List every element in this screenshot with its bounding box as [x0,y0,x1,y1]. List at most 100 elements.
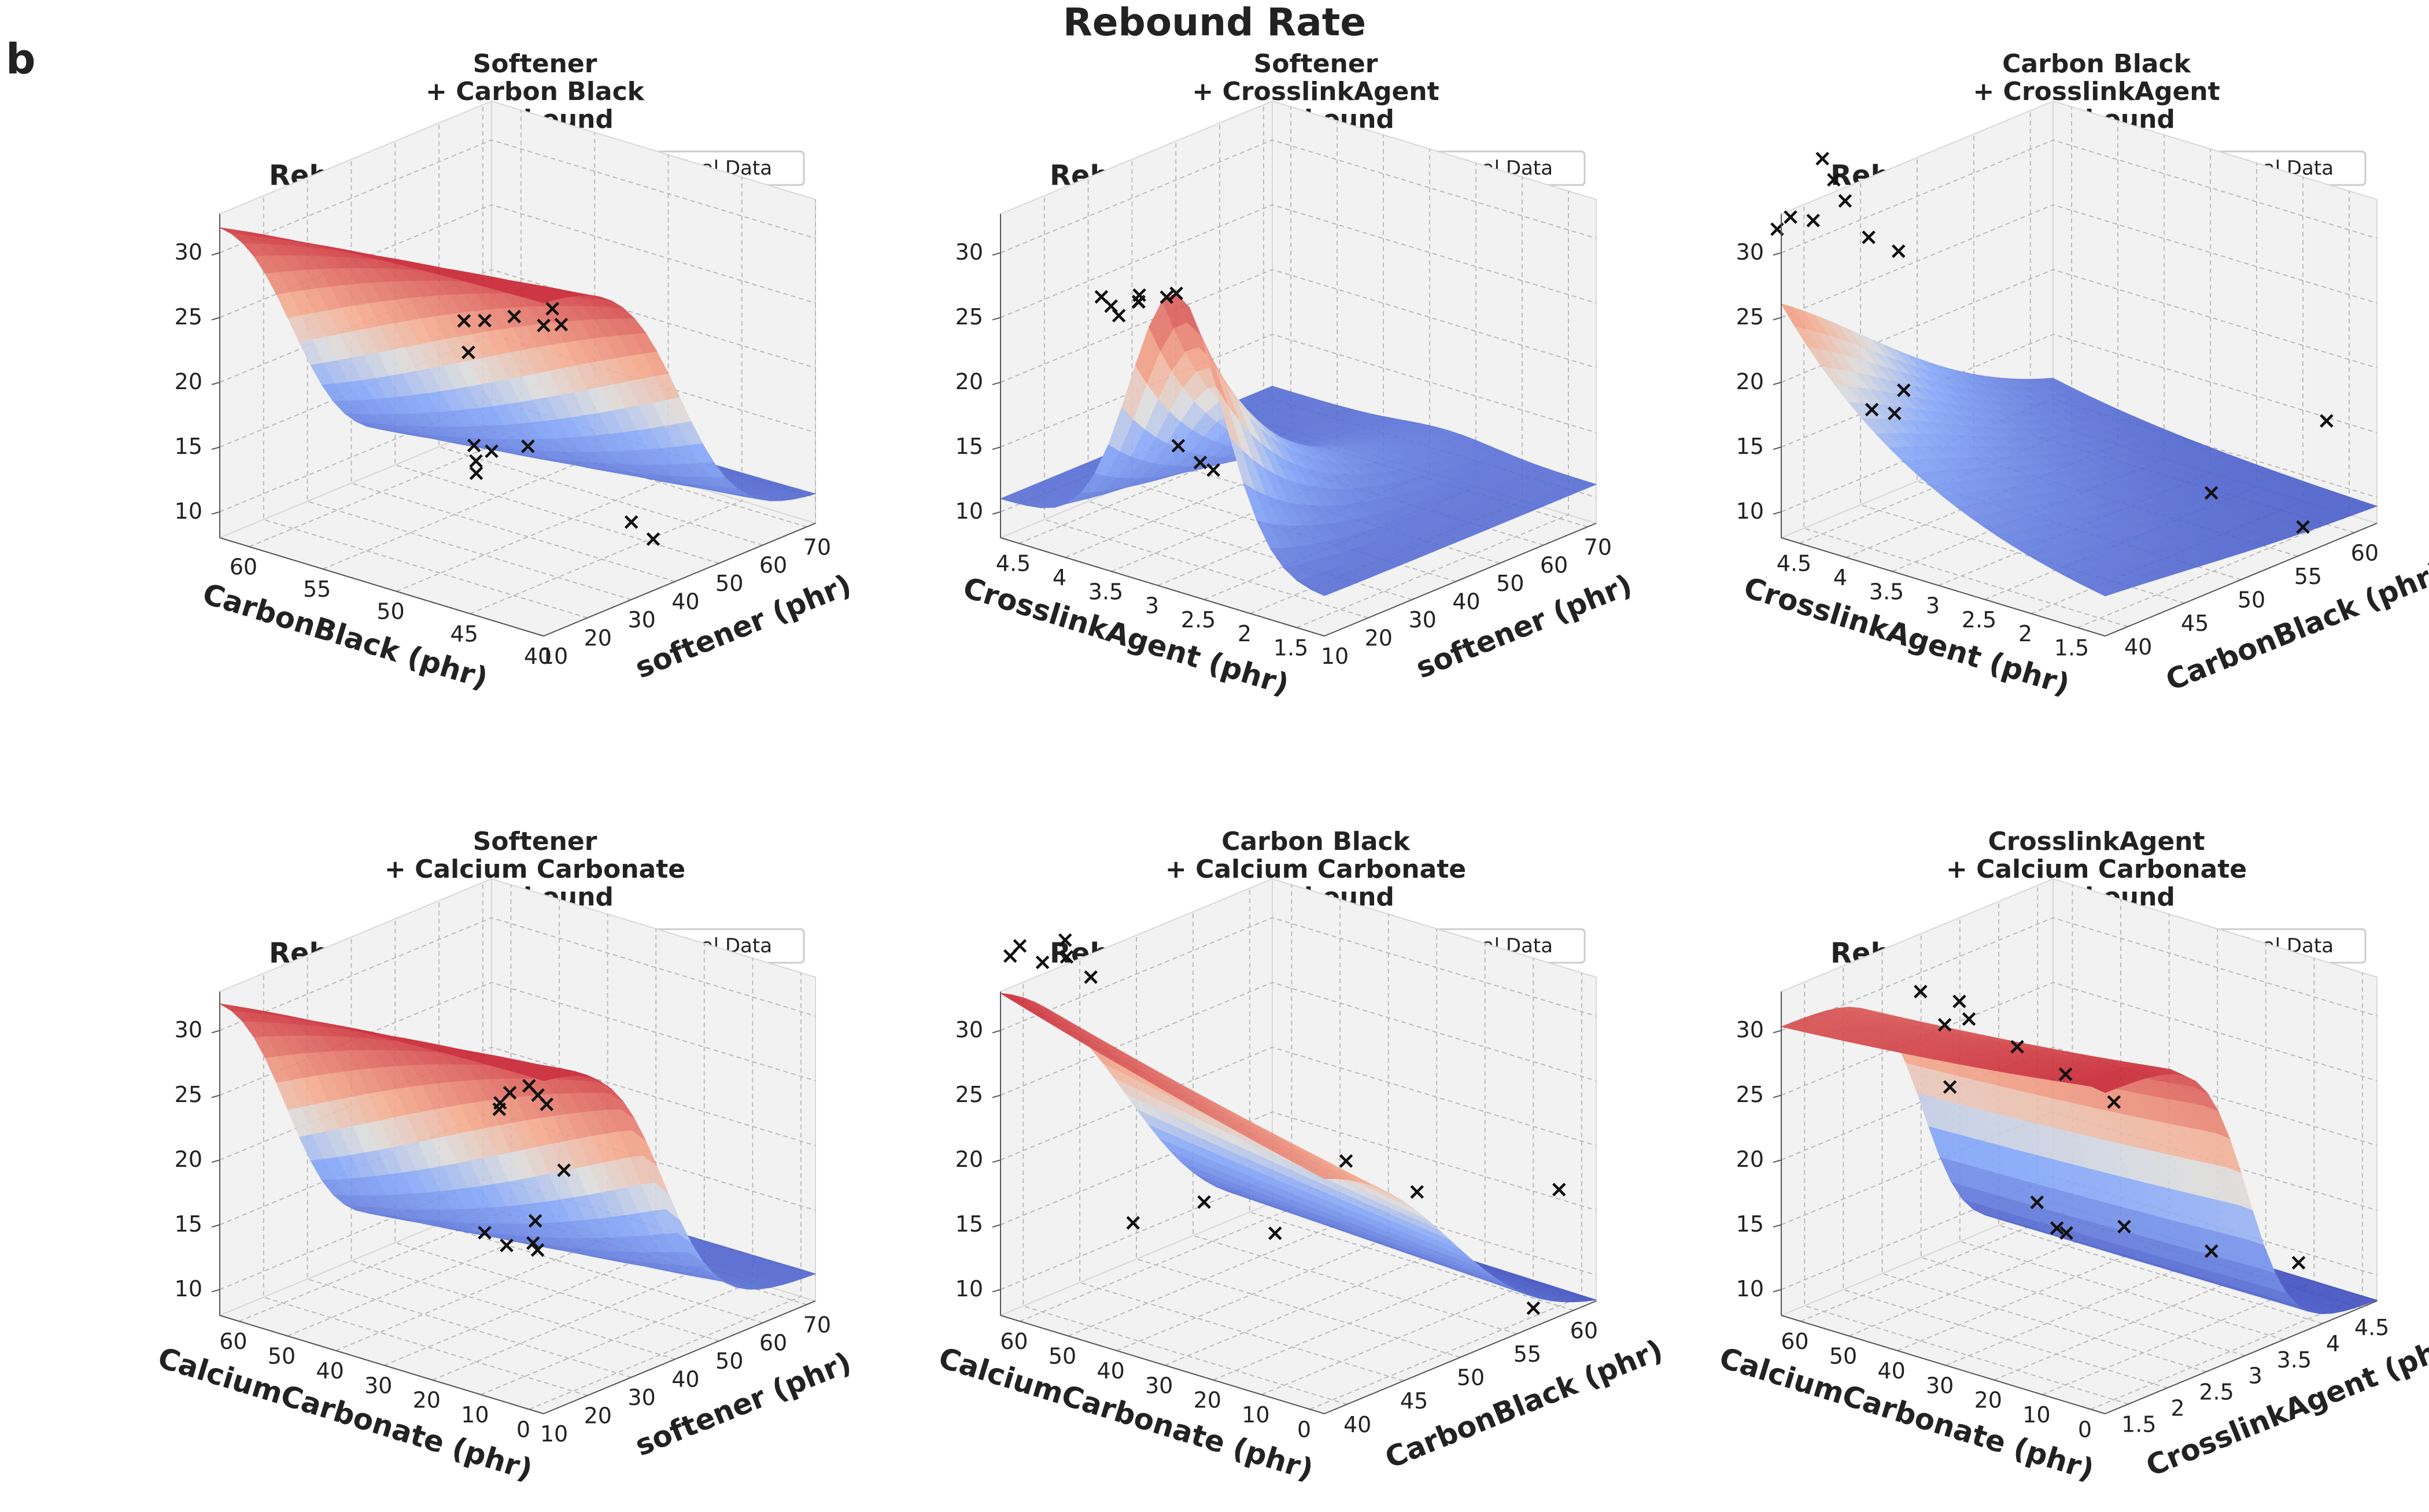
y-tick-label: 1.5 [2121,1411,2156,1437]
data-point: × [500,1080,520,1106]
z-tick [992,1095,1001,1099]
z-tick-label: 10 [1736,1276,1764,1302]
data-point: × [2202,1237,2221,1264]
y-gridline [482,105,807,528]
y-gridline [263,195,588,619]
y-tick-label: 55 [2294,564,2322,589]
y-tick-label: 4.5 [2354,1315,2389,1340]
data-point: × [1129,282,1149,308]
x-tick-label: 30 [1145,1373,1173,1398]
y-tick-label: 40 [1343,1412,1371,1437]
z-tick [992,1289,1001,1293]
y-gridline [1998,901,2323,1324]
z-tick [1773,1289,1782,1293]
data-point: × [464,432,484,459]
z-tick-label: 20 [1736,1147,1764,1172]
data-point: × [466,448,486,474]
x-tick-label: 10 [1242,1402,1269,1428]
z-tick-label: 10 [1736,498,1764,524]
z-tick [211,1159,220,1163]
x-tick-label: 3 [1145,593,1159,619]
z-gridline [1781,204,2378,319]
z-gridline [219,139,816,254]
x-tick-label: 0 [2078,1417,2092,1442]
y-axis-line [1324,523,1597,637]
x-tick-label: 10 [461,1402,489,1428]
z-tick [1773,317,1782,321]
x-gridline [470,177,743,615]
surface [1780,303,2378,597]
x-tick-label: 60 [1781,1329,1808,1354]
y-tick-label: 70 [1584,534,1612,560]
x-axis-line [1000,1315,1325,1414]
data-point: × [1129,288,1149,315]
y-tick-label: 20 [1365,626,1393,651]
x-axis-line [1781,537,2106,637]
data-point: × [1959,1005,1979,1032]
data-point: × [1803,207,1823,234]
surface [219,227,817,501]
data-point: × [1057,943,1077,970]
data-point: × [1265,1220,1285,1247]
surface-patch [2091,1081,2117,1093]
y-tick-label: 60 [1540,553,1568,578]
subplot-5: Carbon Black+ Calcium Carbonate+ Rebound… [935,827,1667,1487]
x-tick-label: 2 [2018,621,2032,646]
data-point: × [1911,978,1930,1004]
x-tick-label: 3.5 [1869,579,1904,604]
y-tick-label: 40 [671,589,699,615]
y-gridline [1219,123,1544,546]
z-tick-label: 15 [955,1211,983,1237]
y-tick-label: 50 [715,1348,743,1374]
y-gridline [1917,157,2242,581]
z-tick-label: 20 [955,369,983,394]
x-tick-label: 4.5 [996,551,1031,576]
y-axis-line [543,1300,816,1414]
x-tick-label: 50 [1829,1344,1857,1369]
data-point: × [1166,280,1186,306]
z-tick-label: 10 [955,1276,983,1302]
z-tick-label: 30 [1736,239,1764,265]
y-tick-label: 50 [1496,571,1524,596]
y-tick-label: 60 [2351,540,2379,565]
data-point: × [1109,302,1129,328]
z-gridline [1000,269,1597,383]
y-tick-label: 60 [1570,1318,1598,1343]
surface [999,293,1597,596]
y-gridline [1043,195,1369,619]
subplot-2: Softener+ CrosslinkAgent+ ReboundRebound… [955,49,1637,702]
y-gridline [1022,982,1348,1405]
z-tick [211,252,220,256]
subplot-4: Softener+ Calcium Carbonate+ ReboundRebo… [154,827,856,1487]
z-tick-label: 30 [175,239,202,265]
x-tick-label: 50 [268,1344,296,1369]
y-tick-label: 2 [2170,1395,2184,1421]
data-point: × [1859,224,1878,250]
y-tick-label: 10 [540,644,568,669]
data-point: × [1781,204,1800,230]
x-tick-label: 10 [2022,1402,2050,1428]
z-gridline [219,917,816,1032]
surface [1780,1007,2378,1314]
x-tick-label: 20 [413,1388,441,1413]
data-point: × [1889,238,1908,264]
y-gridline [1175,141,1500,564]
x-tick-label: 40 [1877,1358,1905,1384]
surface-patch [1310,585,1337,596]
x-tick-label: 55 [303,576,331,602]
x-tick-label: 3 [1926,593,1940,619]
subplot-title-line: CrosslinkAgent [1988,827,2205,856]
data-point: × [1129,288,1149,315]
z-tick-label: 20 [1736,369,1764,394]
y-gridline [1192,911,1518,1334]
subplot-title-line: Carbon Black [1221,827,1411,856]
data-point: × [1885,400,1904,426]
y-gridline [263,973,588,1396]
y-gridline [482,882,807,1306]
data-point: × [528,1237,548,1263]
z-gridline [1781,917,2378,1032]
data-point: × [1824,167,1844,193]
data-point: × [1950,988,1969,1014]
z-gridline [1000,1111,1597,1226]
x-axis-line [219,1315,544,1414]
